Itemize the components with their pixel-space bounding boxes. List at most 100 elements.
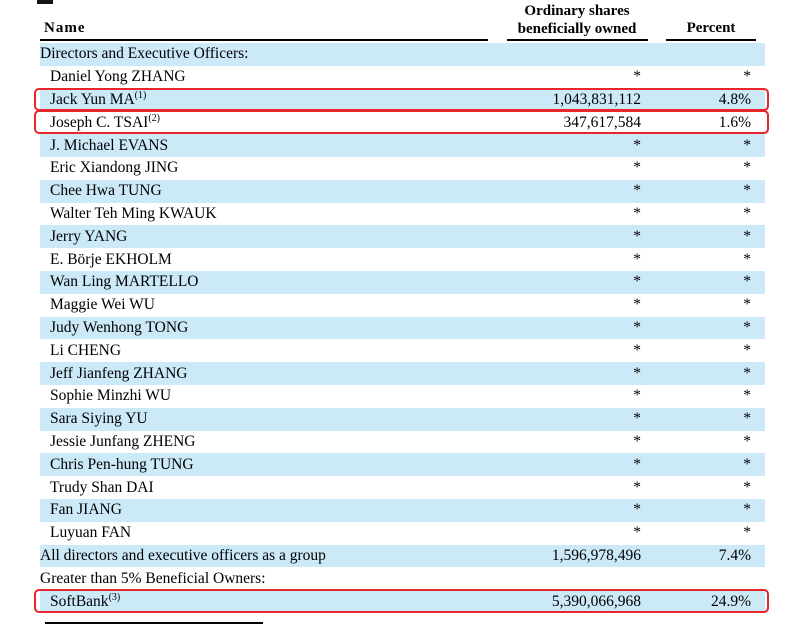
row-name-text: Trudy Shan DAI [50, 478, 154, 496]
table-row: Wan Ling MARTELLO * * [40, 270, 765, 294]
row-name-text: SoftBank [50, 592, 109, 610]
row-name: Maggie Wei WU [40, 296, 491, 314]
table-row: E. Börje EKHOLM * * [40, 248, 765, 271]
table-row: Eric Xiandong JING * * [40, 157, 765, 180]
row-name-text: Joseph C. TSAI [50, 113, 149, 131]
row-name: Luyuan FAN [40, 524, 491, 542]
row-name-text: Sophie Minzhi WU [50, 387, 172, 405]
table-row: Jessie Junfang ZHENG * * [40, 431, 765, 454]
row-percent-value: * [743, 341, 751, 359]
table-row: Li CHENG * * [40, 339, 765, 362]
row-name-text: Judy Wenhong TONG [50, 318, 189, 336]
row-name: J. Michael EVANS [40, 137, 491, 155]
row-shares-value: * [633, 432, 641, 450]
row-shares-value: * [633, 273, 641, 291]
row-shares-value: * [633, 478, 641, 496]
row-name: Greater than 5% Beneficial Owners: [40, 570, 491, 588]
row-name: Fan JIANG [40, 501, 491, 519]
row-shares-value: * [633, 250, 641, 268]
row-shares-value: * [633, 204, 641, 222]
row-name-text: Maggie Wei WU [50, 296, 155, 314]
table-row: All directors and executive officers as … [40, 544, 765, 568]
row-name-text: Chee Hwa TUNG [50, 182, 162, 200]
table-row: Greater than 5% Beneficial Owners: [40, 567, 765, 590]
row-name-text: Greater than 5% Beneficial Owners: [40, 569, 266, 587]
row-shares-value: * [633, 387, 641, 405]
row-name: Jerry YANG [40, 228, 491, 246]
row-name-text: J. Michael EVANS [50, 136, 169, 154]
row-name-text: Jeff Jianfeng ZHANG [50, 364, 188, 382]
row-percent-value: * [743, 204, 751, 222]
column-header-percent: Percent [686, 20, 736, 36]
row-shares-value: * [633, 410, 641, 428]
row-name: Sophie Minzhi WU [40, 387, 491, 405]
table-row: Walter Teh Ming KWAUK * * [40, 203, 765, 226]
row-name-text: E. Börje EKHOLM [50, 250, 172, 268]
row-percent-value: * [743, 68, 751, 86]
row-name-text: Sara Siying YU [50, 410, 148, 428]
row-percent-value: * [743, 432, 751, 450]
row-shares-value: * [633, 501, 641, 519]
row-name-text: Wan Ling MARTELLO [50, 273, 199, 291]
row-percent-value: 4.8% [718, 90, 751, 108]
footnote-separator-line [45, 622, 263, 624]
row-percent-value: * [743, 501, 751, 519]
table-row: Daniel Yong ZHANG * * [40, 66, 765, 89]
row-name: Jack Yun MA(1) [40, 91, 491, 109]
row-name: Sara Siying YU [40, 410, 491, 428]
table-row: Sara Siying YU * * [40, 407, 765, 431]
row-name-text: Luyuan FAN [50, 524, 132, 542]
row-name-text: Walter Teh Ming KWAUK [50, 204, 217, 222]
row-percent-value: * [743, 478, 751, 496]
row-shares-value: * [633, 364, 641, 382]
row-name-text: Li CHENG [50, 341, 122, 359]
row-percent-value: * [743, 227, 751, 245]
row-shares-value: * [633, 182, 641, 200]
table-row: Sophie Minzhi WU * * [40, 385, 765, 408]
row-shares-value: * [633, 136, 641, 154]
row-shares-value: 347,617,584 [563, 113, 642, 131]
row-name: Chris Pen-hung TUNG [40, 456, 491, 474]
row-name: Eric Xiandong JING [40, 159, 491, 177]
row-name-text: Directors and Executive Officers: [40, 45, 249, 63]
row-name: SoftBank(3) [40, 593, 491, 611]
row-percent-value: * [743, 524, 751, 542]
row-name-text: Jessie Junfang ZHENG [50, 432, 196, 450]
row-percent-value: * [743, 136, 751, 154]
row-shares-value: 1,043,831,112 [552, 90, 641, 108]
row-name-text: Daniel Yong ZHANG [50, 68, 186, 86]
row-shares-value: * [633, 318, 641, 336]
row-shares-value: * [633, 159, 641, 177]
row-name: Chee Hwa TUNG [40, 182, 491, 200]
column-header-shares-line2: beneficially owned [517, 21, 637, 37]
table-row: Chris Pen-hung TUNG * * [40, 453, 765, 477]
table-row: Jeff Jianfeng ZHANG * * [40, 362, 765, 385]
table-row: Maggie Wei WU * * [40, 294, 765, 317]
row-name: Daniel Yong ZHANG [40, 68, 491, 86]
cropped-text-artifact [37, 0, 53, 4]
row-shares-value: * [633, 524, 641, 542]
row-percent-value: * [743, 410, 751, 428]
row-percent-value: * [743, 273, 751, 291]
row-shares-value: * [633, 455, 641, 473]
percent-column-underline [666, 39, 756, 41]
row-name: E. Börje EKHOLM [40, 251, 491, 269]
row-percent-value: 1.6% [718, 113, 751, 131]
row-name-text: All directors and executive officers as … [40, 546, 326, 564]
row-shares-value: * [633, 227, 641, 245]
row-name-text: Chris Pen-hung TUNG [50, 455, 194, 473]
row-name-text: Jack Yun MA [50, 90, 135, 108]
table-row: Luyuan FAN * * [40, 522, 765, 545]
row-shares-value: 5,390,066,968 [551, 592, 641, 610]
ownership-table-rows: Directors and Executive Officers: Daniel… [0, 43, 791, 613]
row-name: Jeff Jianfeng ZHANG [40, 365, 491, 383]
table-row: Jerry YANG * * [40, 225, 765, 249]
row-percent-value: * [743, 364, 751, 382]
table-row: Joseph C. TSAI(2) 347,617,584 1.6% [34, 110, 769, 134]
row-name: Wan Ling MARTELLO [40, 273, 491, 291]
row-percent-value: * [743, 455, 751, 473]
row-percent-value: * [743, 296, 751, 314]
table-row: Jack Yun MA(1) 1,043,831,112 4.8% [34, 87, 769, 112]
row-name-text: Eric Xiandong JING [50, 159, 179, 177]
row-shares-value: * [633, 341, 641, 359]
